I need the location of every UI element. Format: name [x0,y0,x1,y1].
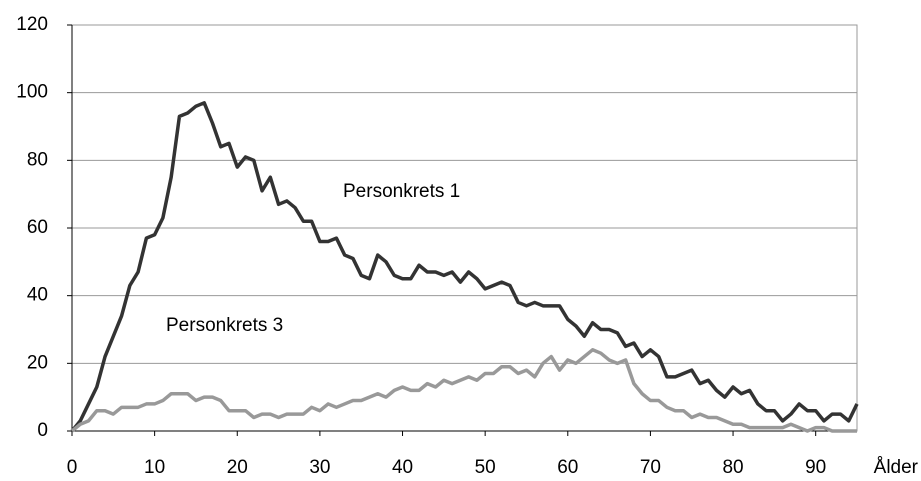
y-tick-label: 20 [27,352,48,373]
x-tick-label: 20 [227,457,248,478]
series-label: Personkrets 1 [343,181,460,202]
y-tick-label: 0 [37,420,48,441]
x-tick-label: 50 [475,457,496,478]
x-tick-label: 0 [67,457,78,478]
x-axis-label: Ålder [874,457,919,478]
line-series [70,348,857,433]
x-tick-label: 30 [309,457,330,478]
y-tick-label: 60 [27,217,48,238]
y-tick-label: 120 [16,14,48,35]
x-tick-label: 70 [640,457,661,478]
x-tick-label: 10 [144,457,165,478]
x-tick-label: 90 [805,457,826,478]
series-label: Personkrets 3 [166,315,283,336]
x-tick-label: 60 [557,457,578,478]
y-tick-label: 100 [16,82,48,103]
y-tick-label: 80 [27,149,48,170]
y-tick-label: 40 [27,285,48,306]
x-tick-label: 80 [722,457,743,478]
line-series [70,101,859,433]
x-tick-label: 40 [392,457,413,478]
